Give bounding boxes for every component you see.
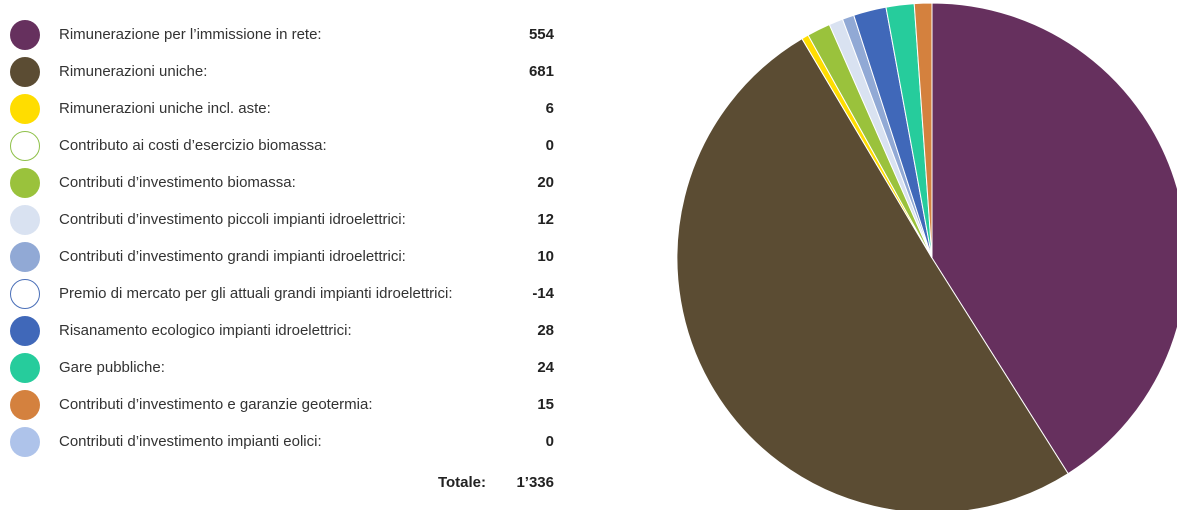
legend-label: Contributi d’investimento e garanzie geo… bbox=[59, 396, 373, 413]
legend-swatch bbox=[10, 242, 40, 272]
legend-label: Risanamento ecologico impianti idroelett… bbox=[59, 322, 352, 339]
legend-item: Contributo ai costi d’esercizio biomassa… bbox=[10, 129, 570, 166]
legend-value: 10 bbox=[537, 248, 554, 265]
legend-swatch bbox=[10, 205, 40, 235]
legend-label: Contributi d’investimento grandi impiant… bbox=[59, 248, 406, 265]
legend-swatch bbox=[10, 57, 40, 87]
legend-label: Contributi d’investimento piccoli impian… bbox=[59, 211, 406, 228]
total-row: Totale: 1’336 bbox=[10, 466, 570, 496]
legend-swatch bbox=[10, 427, 40, 457]
legend-item: Contributi d’investimento biomassa: 20 bbox=[10, 166, 570, 203]
legend-value: 0 bbox=[545, 137, 554, 154]
pie-slice bbox=[913, 2, 933, 259]
legend-item: Contributi d’investimento piccoli impian… bbox=[10, 203, 570, 240]
legend-value: 12 bbox=[537, 211, 554, 228]
legend-item: Rimunerazioni uniche incl. aste: 6 bbox=[10, 92, 570, 129]
legend-swatch bbox=[10, 131, 40, 161]
legend-item: Rimunerazioni uniche: 681 bbox=[10, 55, 570, 92]
legend-value: -14 bbox=[532, 285, 554, 302]
legend-label: Rimunerazione per l’immissione in rete: bbox=[59, 26, 322, 43]
legend-label: Rimunerazioni uniche: bbox=[59, 63, 208, 80]
legend-item: Premio di mercato per gli attuali grandi… bbox=[10, 277, 570, 314]
legend-item: Contributi d’investimento grandi impiant… bbox=[10, 240, 570, 277]
total-label: Totale: bbox=[437, 474, 486, 491]
legend-value: 554 bbox=[528, 26, 554, 43]
legend-item: Contributi d’investimento e garanzie geo… bbox=[10, 388, 570, 425]
total-value: 1’336 bbox=[516, 474, 554, 491]
legend-value: 15 bbox=[537, 396, 554, 413]
legend-label: Gare pubbliche: bbox=[59, 359, 165, 376]
legend-swatch bbox=[10, 168, 40, 198]
legend-label: Premio di mercato per gli attuali grandi… bbox=[59, 285, 453, 302]
legend-rows: Rimunerazione per l’immissione in rete: 5… bbox=[10, 18, 570, 462]
legend-swatch bbox=[10, 390, 40, 420]
legend-value: 20 bbox=[537, 174, 554, 191]
legend-swatch bbox=[10, 20, 40, 50]
legend-label: Contributi d’investimento impianti eolic… bbox=[59, 433, 322, 450]
legend-value: 681 bbox=[528, 63, 554, 80]
legend-item: Gare pubbliche: 24 bbox=[10, 351, 570, 388]
legend-value: 0 bbox=[545, 433, 554, 450]
pie-slice bbox=[676, 37, 1069, 510]
legend-label: Rimunerazioni uniche incl. aste: bbox=[59, 100, 271, 117]
legend-swatch bbox=[10, 316, 40, 346]
legend-value: 6 bbox=[545, 100, 554, 117]
legend: Rimunerazione per l’immissione in rete: 5… bbox=[10, 18, 570, 496]
legend-label: Contributo ai costi d’esercizio biomassa… bbox=[59, 137, 327, 154]
legend-swatch bbox=[10, 353, 40, 383]
legend-item: Rimunerazione per l’immissione in rete: 5… bbox=[10, 18, 570, 55]
legend-label: Contributi d’investimento biomassa: bbox=[59, 174, 296, 191]
legend-item: Risanamento ecologico impianti idroelett… bbox=[10, 314, 570, 351]
legend-item: Contributi d’investimento impianti eolic… bbox=[10, 425, 570, 462]
legend-swatch bbox=[10, 279, 40, 309]
legend-value: 28 bbox=[537, 322, 554, 339]
legend-value: 24 bbox=[537, 359, 554, 376]
legend-swatch bbox=[10, 94, 40, 124]
